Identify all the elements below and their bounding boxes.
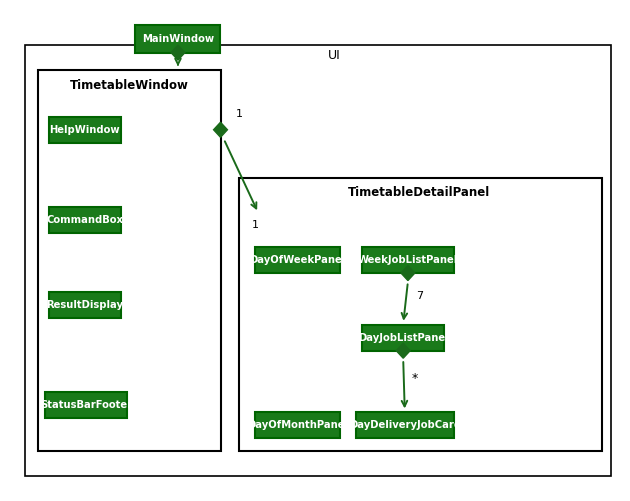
Bar xyxy=(239,178,602,451)
Text: StatusBarFooter: StatusBarFooter xyxy=(40,400,132,410)
Text: 1: 1 xyxy=(236,109,243,119)
Bar xyxy=(255,412,340,438)
Polygon shape xyxy=(396,343,410,358)
Text: WeekJobListPanel: WeekJobListPanel xyxy=(358,255,458,265)
Bar xyxy=(38,70,220,451)
Bar xyxy=(49,207,121,233)
Text: DayDeliveryJobCard: DayDeliveryJobCard xyxy=(349,420,461,430)
Text: 7: 7 xyxy=(416,291,423,301)
Text: TimetableWindow: TimetableWindow xyxy=(70,79,188,92)
Text: CommandBox: CommandBox xyxy=(46,215,123,225)
Text: 1: 1 xyxy=(252,220,259,230)
Text: UI: UI xyxy=(328,49,340,62)
Text: TimetableDetailPanel: TimetableDetailPanel xyxy=(348,186,490,199)
Bar xyxy=(45,392,127,418)
Polygon shape xyxy=(214,122,227,137)
Text: *: * xyxy=(411,372,418,384)
Text: DayOfMonthPanel: DayOfMonthPanel xyxy=(247,420,348,430)
Text: MainWindow: MainWindow xyxy=(142,34,214,44)
Bar xyxy=(49,117,121,143)
Bar xyxy=(255,247,340,273)
Bar xyxy=(25,45,611,476)
Text: DayOfWeekPanel: DayOfWeekPanel xyxy=(249,255,346,265)
Text: ResultDisplay: ResultDisplay xyxy=(46,300,123,310)
Text: DayJobListPanel: DayJobListPanel xyxy=(358,333,449,343)
Polygon shape xyxy=(171,45,185,60)
Bar xyxy=(356,412,454,438)
Bar xyxy=(49,292,121,318)
Polygon shape xyxy=(401,266,415,281)
Bar xyxy=(362,247,454,273)
Bar xyxy=(135,25,220,53)
Text: HelpWindow: HelpWindow xyxy=(49,125,120,135)
Bar xyxy=(362,325,444,351)
